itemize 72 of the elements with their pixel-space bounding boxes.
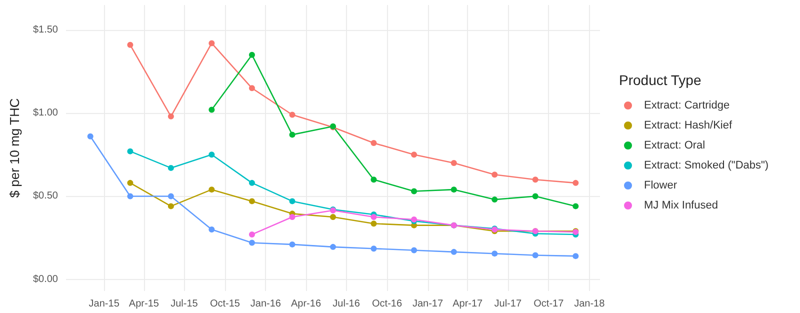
point [450, 160, 457, 166]
x-tick-label: Jan-17 [412, 298, 444, 310]
point [370, 140, 377, 146]
point [168, 203, 174, 210]
y-axis-title: $ per 10 mg THC [7, 98, 22, 198]
point [289, 241, 296, 248]
point [411, 188, 418, 194]
x-tick-label: Apr-17 [452, 298, 484, 310]
x-tick-label: Jul-17 [494, 298, 522, 310]
point [492, 196, 498, 203]
y-tick-label: $0.50 [32, 190, 58, 202]
legend-title: Product Type [619, 72, 702, 88]
point [330, 244, 336, 250]
point [208, 106, 215, 113]
point [127, 180, 134, 186]
point [450, 186, 457, 193]
point [330, 214, 336, 220]
point [532, 193, 538, 200]
legend-label: MJ Mix Infused [644, 200, 718, 212]
point [532, 176, 538, 183]
point [532, 252, 538, 258]
point [370, 220, 377, 227]
x-tick-label: Apr-16 [290, 298, 322, 310]
legend-label: Extract: Hash/Kief [644, 120, 733, 132]
y-tick-label: $1.00 [32, 108, 58, 119]
point [168, 164, 174, 171]
legend-label: Extract: Smoked ("Dabs") [644, 160, 769, 172]
point [127, 148, 134, 154]
point [572, 180, 579, 186]
point [248, 180, 255, 186]
y-tick-label: $0.00 [32, 274, 58, 285]
point [248, 85, 255, 92]
point [289, 198, 296, 204]
point [450, 248, 457, 255]
point [411, 152, 418, 158]
point [492, 172, 498, 178]
x-tick-label: Oct-17 [534, 298, 564, 310]
point [208, 152, 215, 158]
x-tick-label: Oct-15 [210, 298, 240, 310]
x-tick-label: Jul-16 [332, 298, 360, 310]
point [289, 112, 296, 118]
point [289, 132, 296, 138]
point [370, 176, 377, 183]
point [248, 231, 255, 238]
x-tick-label: Jul-15 [170, 298, 198, 310]
point [411, 247, 418, 254]
point [492, 250, 498, 257]
point [248, 52, 255, 58]
point [248, 240, 255, 246]
point [168, 193, 174, 200]
x-tick-label: Apr-15 [128, 298, 160, 310]
x-tick-label: Jan-16 [250, 298, 282, 310]
point [289, 214, 296, 220]
point [127, 42, 134, 48]
x-tick-label: Jan-18 [574, 298, 606, 310]
point [248, 198, 255, 204]
point [370, 246, 377, 252]
point [208, 40, 215, 46]
point [370, 214, 377, 220]
x-tick-label: Jan-15 [88, 298, 120, 310]
point [127, 193, 134, 200]
y-tick-label: $1.50 [32, 24, 58, 36]
point [572, 203, 579, 210]
legend-label: Extract: Cartridge [644, 100, 730, 112]
point [168, 113, 174, 120]
legend-label: Extract: Oral [644, 140, 706, 152]
point [87, 133, 94, 140]
point [208, 186, 215, 193]
legend-label: Flower [644, 180, 678, 192]
x-tick-label: Oct-16 [372, 298, 402, 310]
point [208, 226, 215, 232]
point [572, 253, 579, 260]
